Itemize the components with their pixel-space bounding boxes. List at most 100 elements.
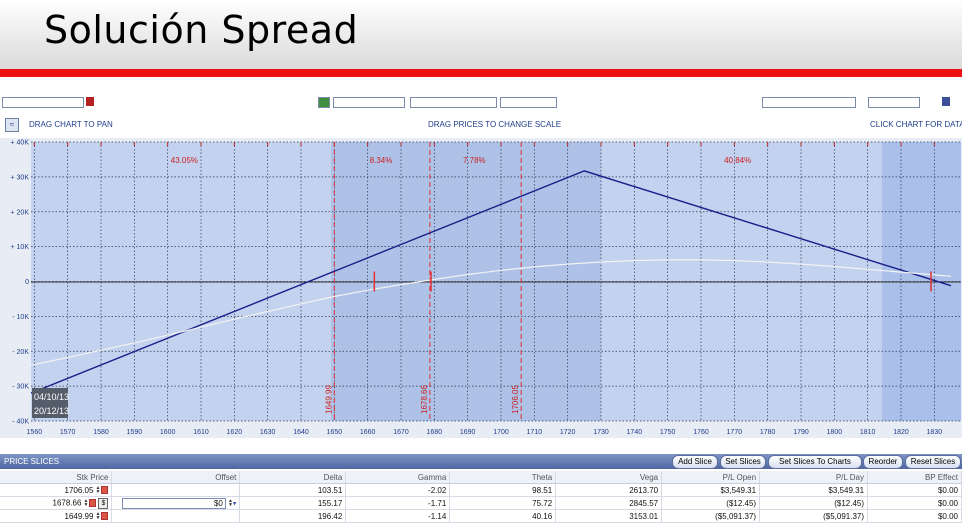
x-tick-label: 1640 (293, 429, 309, 436)
range-percent-label: 8.34% (370, 156, 393, 165)
x-tick-label: 1750 (660, 429, 676, 436)
price-slices-title: PRICE SLICES (4, 457, 60, 466)
x-tick-label: 1720 (560, 429, 576, 436)
x-tick-label: 1760 (693, 429, 709, 436)
vega-cell: 3153.01 (555, 509, 663, 523)
toolbar-color-swatch[interactable] (318, 97, 330, 108)
stepper-icon[interactable]: ▲ ▼ (83, 498, 89, 508)
col-offset[interactable]: Offset (111, 471, 241, 484)
x-tick-label: 1610 (193, 429, 209, 436)
date-selector[interactable] (333, 97, 405, 108)
reorder-button[interactable]: Reorder (863, 455, 903, 469)
x-tick-label: 1630 (260, 429, 276, 436)
toolbar-red-button[interactable] (86, 97, 94, 106)
gamma-cell: -1.71 (345, 496, 451, 510)
table-row[interactable]: 1706.05 ▲ ▼ 103.51 -2.02 98.51 2613.70 $3,… (0, 483, 962, 497)
zoom-selector[interactable] (868, 97, 920, 108)
x-tick-label: 1670 (393, 429, 409, 436)
stepper-icon[interactable]: ▲ ▼ (95, 485, 101, 496)
x-tick-label: 1740 (627, 429, 643, 436)
pl-open-cell: ($5,091.37) (661, 509, 761, 523)
x-tick-label: 1770 (727, 429, 743, 436)
x-tick-label: 1820 (893, 429, 909, 436)
offset-input[interactable]: $0 (121, 497, 226, 509)
offset-cell[interactable]: $0 ▲ ▼▾ (111, 496, 241, 510)
col-pl-open[interactable]: P/L Open (661, 471, 761, 484)
x-tick-label: 1690 (460, 429, 476, 436)
price-line-label: 1678.66 (420, 385, 429, 414)
add-slice-button[interactable]: Add Slice (672, 455, 718, 469)
pl-day-cell: ($12.45) (759, 496, 869, 510)
x-tick-label: 1780 (760, 429, 776, 436)
account-selector[interactable] (2, 97, 84, 108)
price-slices-table: Stk Price Offset Delta Gamma Theta Vega … (0, 471, 962, 523)
reset-slices-button[interactable]: Reset Slices (905, 455, 961, 469)
date-box (32, 388, 68, 418)
y-tick-label: - 30K (12, 384, 29, 391)
delta-cell: 103.51 (239, 483, 347, 497)
risk-profile-chart[interactable]: + 40K + 30K + 20K + 10K 0 - 10K - 20K - 30K - 40… (0, 138, 962, 438)
set-slices-button[interactable]: Set Slices (720, 455, 766, 469)
col-delta[interactable]: Delta (239, 471, 347, 484)
stepper-icon[interactable]: ▲ ▼ (95, 511, 101, 522)
delta-cell: 155.17 (239, 496, 347, 510)
x-tick-label: 1600 (160, 429, 176, 436)
stepper-icon[interactable]: ▲ ▼ (227, 498, 233, 508)
chart-icon[interactable]: ≈ (5, 118, 19, 132)
slide-header: Solución Spread (0, 0, 962, 70)
gamma-cell: -2.02 (345, 483, 451, 497)
price-line-label: 1706.05 (511, 385, 520, 414)
stk-price-cell[interactable]: 1706.05 ▲ ▼ (0, 483, 113, 497)
pl-day-cell: $3,549.31 (759, 483, 869, 497)
x-tick-label: 1790 (793, 429, 809, 436)
click-data-hint: CLICK CHART FOR DATA (870, 120, 962, 129)
col-vega[interactable]: Vega (555, 471, 663, 484)
x-tick-label: 1810 (860, 429, 876, 436)
x-tick-label: 1560 (27, 429, 43, 436)
lock-icon[interactable] (101, 512, 109, 521)
stk-price-cell[interactable]: 1649.99 ▲ ▼ (0, 509, 113, 523)
offset-cell[interactable] (111, 483, 241, 497)
brand-bar (0, 69, 962, 77)
col-gamma[interactable]: Gamma (345, 471, 451, 484)
col-bp-effect[interactable]: BP Effect (867, 471, 962, 484)
vega-cell: 2613.70 (555, 483, 663, 497)
vega-cell: 2845.57 (555, 496, 663, 510)
stk-price-cell[interactable]: 1678.66 ▲ ▼ $ (0, 496, 113, 510)
table-row[interactable]: 1649.99 ▲ ▼ 196.42 -1.14 40.16 3153.01 ($5… (0, 509, 962, 523)
price-line-label: 1649.99 (324, 385, 333, 414)
offset-cell[interactable] (111, 509, 241, 523)
drag-pan-hint: DRAG CHART TO PAN (29, 120, 113, 129)
toolbar-nav-button[interactable] (942, 97, 950, 106)
lock-icon[interactable] (101, 486, 109, 495)
date-label-end: 20/12/13 (34, 406, 69, 416)
price-slices-header: PRICE SLICES Add Slice Set Slices Set Sl… (0, 454, 962, 469)
dropdown-chevron-icon[interactable]: ▾ (232, 500, 237, 508)
gamma-cell: -1.14 (345, 509, 451, 523)
range-percent-label: 40.84% (724, 156, 751, 165)
x-tick-label: 1800 (827, 429, 843, 436)
table-row[interactable]: 1678.66 ▲ ▼ $ $0 ▲ ▼▾ 155.17 -1.71 75.72 2845… (0, 496, 962, 510)
series-line-today (30, 259, 952, 366)
x-tick-label: 1710 (527, 429, 543, 436)
probability-selector[interactable] (762, 97, 856, 108)
table-header-row: Stk Price Offset Delta Gamma Theta Vega … (0, 471, 962, 484)
theta-cell: 40.16 (449, 509, 557, 523)
x-tick-label: 1680 (427, 429, 443, 436)
bp-effect-cell: $0.00 (867, 496, 962, 510)
x-tick-label: 1580 (93, 429, 109, 436)
pl-open-cell: ($12.45) (661, 496, 761, 510)
x-tick-label: 1700 (493, 429, 509, 436)
col-pl-day[interactable]: P/L Day (759, 471, 869, 484)
x-tick-label: 1830 (927, 429, 943, 436)
x-tick-label: 1650 (327, 429, 343, 436)
col-stk-price[interactable]: Stk Price (0, 471, 113, 484)
pl-open-cell: $3,549.31 (661, 483, 761, 497)
col-theta[interactable]: Theta (449, 471, 557, 484)
x-tick-label: 1660 (360, 429, 376, 436)
step-selector[interactable] (500, 97, 557, 108)
set-slices-to-charts-button[interactable]: Set Slices To Charts (768, 455, 862, 469)
expiration-selector[interactable] (410, 97, 497, 108)
dollar-icon[interactable]: $ (98, 497, 109, 509)
lock-icon[interactable] (89, 499, 97, 507)
